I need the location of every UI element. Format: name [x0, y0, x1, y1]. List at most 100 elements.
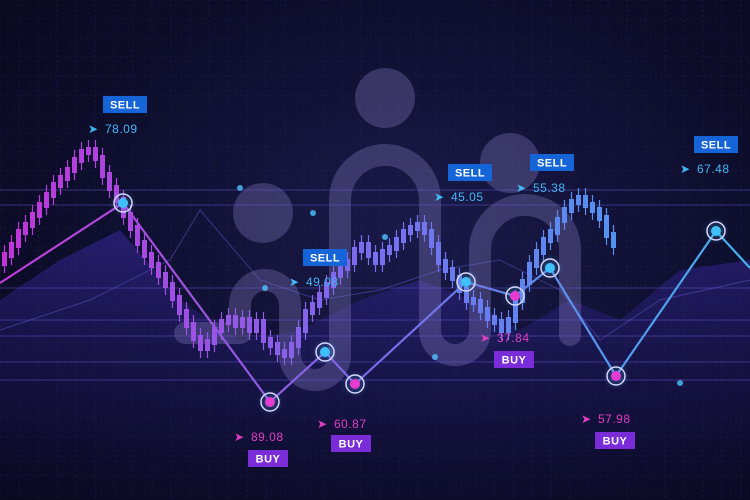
candle-body — [142, 240, 147, 258]
sparkle-dot — [677, 380, 683, 386]
candle-body — [23, 222, 28, 235]
buy-tag — [248, 450, 288, 467]
signal-node-dot — [711, 226, 721, 236]
candle-body — [149, 252, 154, 268]
arrow-icon: ➤ — [88, 122, 99, 136]
candle-body — [548, 229, 553, 243]
candle-body — [16, 229, 21, 248]
buy-tag-label: BUY — [603, 436, 628, 448]
arrow-icon: ➤ — [289, 275, 300, 289]
candle-body — [352, 247, 357, 265]
candle-body — [107, 172, 112, 191]
candle-body — [443, 259, 448, 273]
candle-body — [499, 319, 504, 333]
signal-node-ring — [540, 258, 560, 278]
candle-body — [373, 252, 378, 265]
arrow-icon: ➤ — [317, 417, 328, 431]
signal-node-ring — [706, 221, 726, 241]
buy-tag-label: BUY — [502, 355, 527, 367]
sparkle-dot — [432, 354, 438, 360]
candle-body — [254, 319, 259, 333]
signal-node-ring — [345, 374, 365, 394]
candle-body — [240, 317, 245, 328]
candle-body — [86, 147, 91, 155]
arrow-icon: ➤ — [680, 162, 691, 176]
candle-body — [191, 322, 196, 341]
sell-tag — [694, 136, 738, 153]
candle-body — [268, 337, 273, 348]
candle-body — [135, 225, 140, 246]
candle-body — [170, 282, 175, 301]
candle-body — [576, 195, 581, 205]
candle-body — [317, 292, 322, 308]
watermark-logo — [174, 68, 581, 391]
candle-body — [604, 215, 609, 238]
candle-body — [324, 282, 329, 298]
arrow-icon: ➤ — [516, 181, 527, 195]
logo-dot-right — [480, 133, 540, 193]
sparkle-dot — [310, 210, 316, 216]
candle-body — [583, 195, 588, 208]
candle-body — [345, 259, 350, 271]
candle-body — [2, 252, 7, 266]
sell-value-label: 78.09 — [105, 122, 138, 136]
candle-body — [541, 237, 546, 255]
buy-tag-label: BUY — [256, 454, 281, 466]
arrow-icon: ➤ — [480, 331, 491, 345]
sell-value-label: 55.38 — [533, 181, 566, 195]
sell-value-label: 45.05 — [451, 190, 484, 204]
buy-tag — [595, 432, 635, 449]
sell-tag — [303, 249, 347, 266]
candle-body — [527, 262, 532, 285]
candle-body — [422, 222, 427, 235]
sell-tag-label: SELL — [537, 158, 567, 170]
candle-body — [492, 315, 497, 325]
candle-body — [100, 155, 105, 178]
sell-tag-label: SELL — [310, 253, 340, 265]
candle-body — [485, 307, 490, 321]
sell-value-label: 67.48 — [697, 162, 730, 176]
candle-body — [261, 319, 266, 343]
signal-node-dot — [265, 397, 275, 407]
candle-body — [219, 319, 224, 333]
candle-body — [275, 342, 280, 355]
candle-body — [450, 267, 455, 281]
candle-body — [282, 349, 287, 358]
signal-node-ring — [505, 286, 525, 306]
signal-node-dot — [320, 347, 330, 357]
candle-body — [569, 199, 574, 213]
candle-body — [79, 149, 84, 163]
candle-body — [429, 229, 434, 248]
sell-tag-label: SELL — [455, 168, 485, 180]
logo-dot-left — [233, 183, 293, 243]
candle-body — [289, 342, 294, 358]
sell-tag-label: SELL — [701, 140, 731, 152]
candle-body — [177, 295, 182, 315]
candle-body — [611, 232, 616, 248]
candle-body — [51, 182, 56, 198]
arrow-icon: ➤ — [581, 412, 592, 426]
sparkle-dot — [262, 285, 268, 291]
sparkle-dot — [382, 234, 388, 240]
arrow-icon: ➤ — [234, 430, 245, 444]
candle-body — [380, 249, 385, 265]
candle-body — [338, 265, 343, 278]
candle-body — [366, 242, 371, 258]
buy-value-label: 89.08 — [251, 430, 284, 444]
signal-node-dot — [510, 291, 520, 301]
signal-node-dot — [545, 263, 555, 273]
candle-body — [555, 217, 560, 235]
buy-value-label: 57.98 — [598, 412, 631, 426]
candle-body — [163, 272, 168, 288]
candle-body — [506, 317, 511, 333]
candle-body — [37, 202, 42, 218]
signal-node-ring — [113, 193, 133, 213]
candle-body — [233, 315, 238, 328]
arrow-icon: ➤ — [434, 190, 445, 204]
candle-body — [394, 237, 399, 251]
candle-body — [93, 147, 98, 161]
sell-tag-label: SELL — [110, 100, 140, 112]
sparkle-dot — [237, 185, 243, 191]
candle-body — [415, 222, 420, 231]
